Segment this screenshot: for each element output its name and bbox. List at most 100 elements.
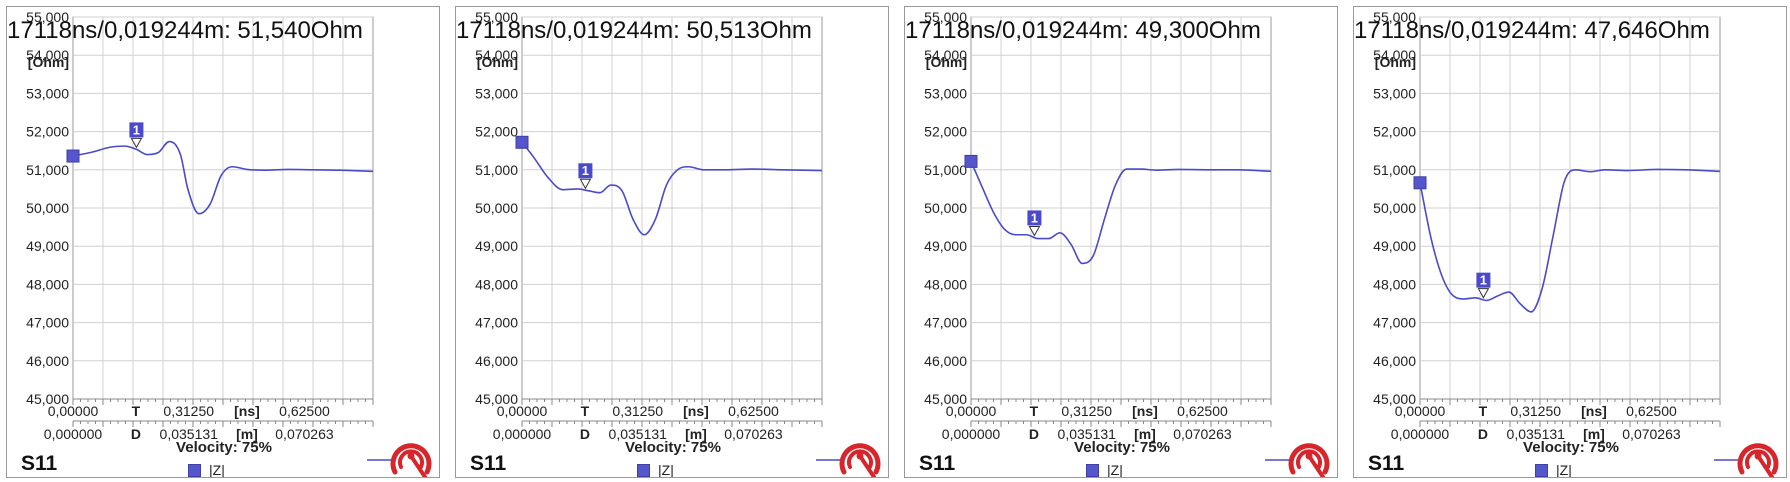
marker-triangle-icon[interactable] — [1028, 225, 1041, 237]
legend: |Z| — [1535, 462, 1572, 477]
legend-swatch — [637, 464, 650, 477]
x-tick-label-m: 0,035131 — [1507, 426, 1566, 442]
y-tick-label: 48,000 — [1373, 276, 1416, 292]
trace-start-handle[interactable] — [964, 154, 978, 168]
distance-axis-label: D — [1029, 426, 1039, 442]
marker-triangle-icon[interactable] — [130, 137, 143, 149]
y-tick-label: 45,000 — [26, 391, 69, 407]
distance-unit-label: [m] — [685, 426, 707, 442]
time-axis-label: T — [1479, 403, 1488, 419]
y-tick-label: 46,000 — [1373, 353, 1416, 369]
tdr-chart-panel-4: 55,000 54,000 53,000 52,000 51,000 50,000 49,0… — [1353, 6, 1787, 478]
tdr-chart-panel-2: 55,000 54,000 53,000 52,000 51,000 50,000 49,0… — [455, 6, 889, 478]
y-tick-label: 55,000 — [924, 9, 967, 25]
y-tick-label: 55,000 — [475, 9, 518, 25]
x-tick-label-ns: 0,00000 — [1395, 403, 1446, 419]
y-tick-label: 55,000 — [1373, 9, 1416, 25]
y-tick-label: 48,000 — [475, 276, 518, 292]
marker-badge[interactable] — [129, 122, 144, 138]
y-tick-label: 54,000 — [475, 47, 518, 63]
marker-badge-label: 1 — [582, 163, 589, 178]
y-tick-label: 47,000 — [1373, 315, 1416, 331]
y-tick-label: 54,000 — [1373, 47, 1416, 63]
marker-badge[interactable] — [1476, 272, 1491, 288]
y-axis-unit-label: [Ohm] — [477, 54, 518, 70]
sparameter-label: S11 — [21, 452, 58, 475]
distance-axis-label: D — [580, 426, 590, 442]
x-tick-label-m: 0,000000 — [942, 426, 1001, 442]
y-tick-label: 46,000 — [26, 353, 69, 369]
y-tick-label: 52,000 — [26, 124, 69, 140]
y-tick-label: 50,000 — [924, 200, 967, 216]
y-tick-label: 52,000 — [475, 124, 518, 140]
sparameter-label: S11 — [470, 452, 507, 475]
vendor-logo-icon — [816, 443, 881, 477]
y-tick-label: 46,000 — [475, 353, 518, 369]
y-tick-label: 53,000 — [1373, 85, 1416, 101]
time-axis-label: T — [1030, 403, 1039, 419]
x-tick-label-m: 0,035131 — [1058, 426, 1117, 442]
trace-start-handle[interactable] — [66, 149, 80, 163]
series-line-z-magnitude — [521, 141, 823, 236]
y-tick-label: 50,000 — [475, 200, 518, 216]
x-tick-label-ns: 0,62500 — [728, 403, 779, 419]
y-tick-label: 53,000 — [924, 85, 967, 101]
time-unit-label: [ns] — [683, 403, 709, 419]
x-tick-label-ns: 0,31250 — [1510, 403, 1561, 419]
y-tick-label: 53,000 — [475, 85, 518, 101]
velocity-label: Velocity: 75% — [1523, 439, 1619, 456]
trace-start-handle[interactable] — [515, 135, 529, 149]
vendor-logo-icon — [367, 443, 432, 477]
y-tick-label: 50,000 — [26, 200, 69, 216]
legend-series-name: |Z| — [209, 462, 225, 478]
y-tick-label: 54,000 — [26, 47, 69, 63]
y-tick-label: 52,000 — [1373, 124, 1416, 140]
marker-triangle-icon[interactable] — [1477, 288, 1490, 299]
marker-readout: 17118ns/0,019244m: 47,646Ohm — [1354, 17, 1710, 44]
x-tick-label-m: 0,070263 — [724, 426, 783, 442]
series-line-z-magnitude — [970, 161, 1272, 265]
y-tick-label: 51,000 — [26, 162, 69, 178]
tdr-plot-svg: 55,000 54,000 53,000 52,000 51,000 50,000 49,0… — [924, 9, 1330, 477]
vendor-logo-icon — [1714, 443, 1779, 477]
y-tick-label: 46,000 — [924, 353, 967, 369]
time-unit-label: [ns] — [234, 403, 260, 419]
legend: |Z| — [637, 462, 674, 478]
marker-readout: 17118ns/0,019244m: 50,513Ohm — [456, 17, 812, 44]
y-axis-unit-label: [Ohm] — [926, 54, 967, 70]
y-tick-label: 47,000 — [475, 315, 518, 331]
y-tick-label: 49,000 — [924, 238, 967, 254]
y-tick-label: 49,000 — [1373, 238, 1416, 254]
y-tick-label: 49,000 — [475, 238, 518, 254]
time-axis-label: T — [132, 403, 141, 419]
time-axis-label: T — [581, 403, 590, 419]
y-tick-label: 45,000 — [1373, 391, 1416, 407]
sparameter-label: S11 — [919, 452, 956, 475]
distance-unit-label: [m] — [1134, 426, 1156, 442]
y-tick-label: 48,000 — [924, 276, 967, 292]
x-tick-label-ns: 0,62500 — [1626, 403, 1677, 419]
marker-triangle-icon[interactable] — [579, 178, 592, 190]
tdr-chart-panel-1: 55,000 54,000 53,000 52,000 51,000 50,000 49,0… — [6, 6, 440, 478]
marker-badge-label: 1 — [1031, 210, 1038, 225]
x-tick-label-ns: 0,62500 — [1177, 403, 1228, 419]
marker-badge[interactable] — [1027, 210, 1042, 226]
marker-badge-label: 1 — [1480, 273, 1487, 288]
y-tick-label: 48,000 — [26, 276, 69, 292]
tdr-plot-svg: 55,000 54,000 53,000 52,000 51,000 50,000 49,0… — [1373, 9, 1779, 477]
marker-readout: 17118ns/0,019244m: 51,540Ohm — [7, 17, 363, 44]
y-tick-label: 47,000 — [924, 315, 967, 331]
legend-series-name: |Z| — [658, 462, 674, 478]
y-tick-label: 45,000 — [475, 391, 518, 407]
distance-unit-label: [m] — [1583, 426, 1605, 442]
legend-swatch — [188, 464, 201, 477]
x-tick-label-m: 0,035131 — [609, 426, 668, 442]
y-tick-label: 51,000 — [1373, 162, 1416, 178]
x-tick-label-ns: 0,62500 — [279, 403, 330, 419]
x-tick-label-ns: 0,00000 — [946, 403, 997, 419]
y-tick-label: 50,000 — [1373, 200, 1416, 216]
trace-start-handle[interactable] — [1413, 176, 1427, 190]
marker-badge[interactable] — [578, 163, 593, 179]
tdr-chart-panel-3: 55,000 54,000 53,000 52,000 51,000 50,000 49,0… — [904, 6, 1338, 478]
marker-readout: 17118ns/0,019244m: 49,300Ohm — [905, 17, 1261, 44]
